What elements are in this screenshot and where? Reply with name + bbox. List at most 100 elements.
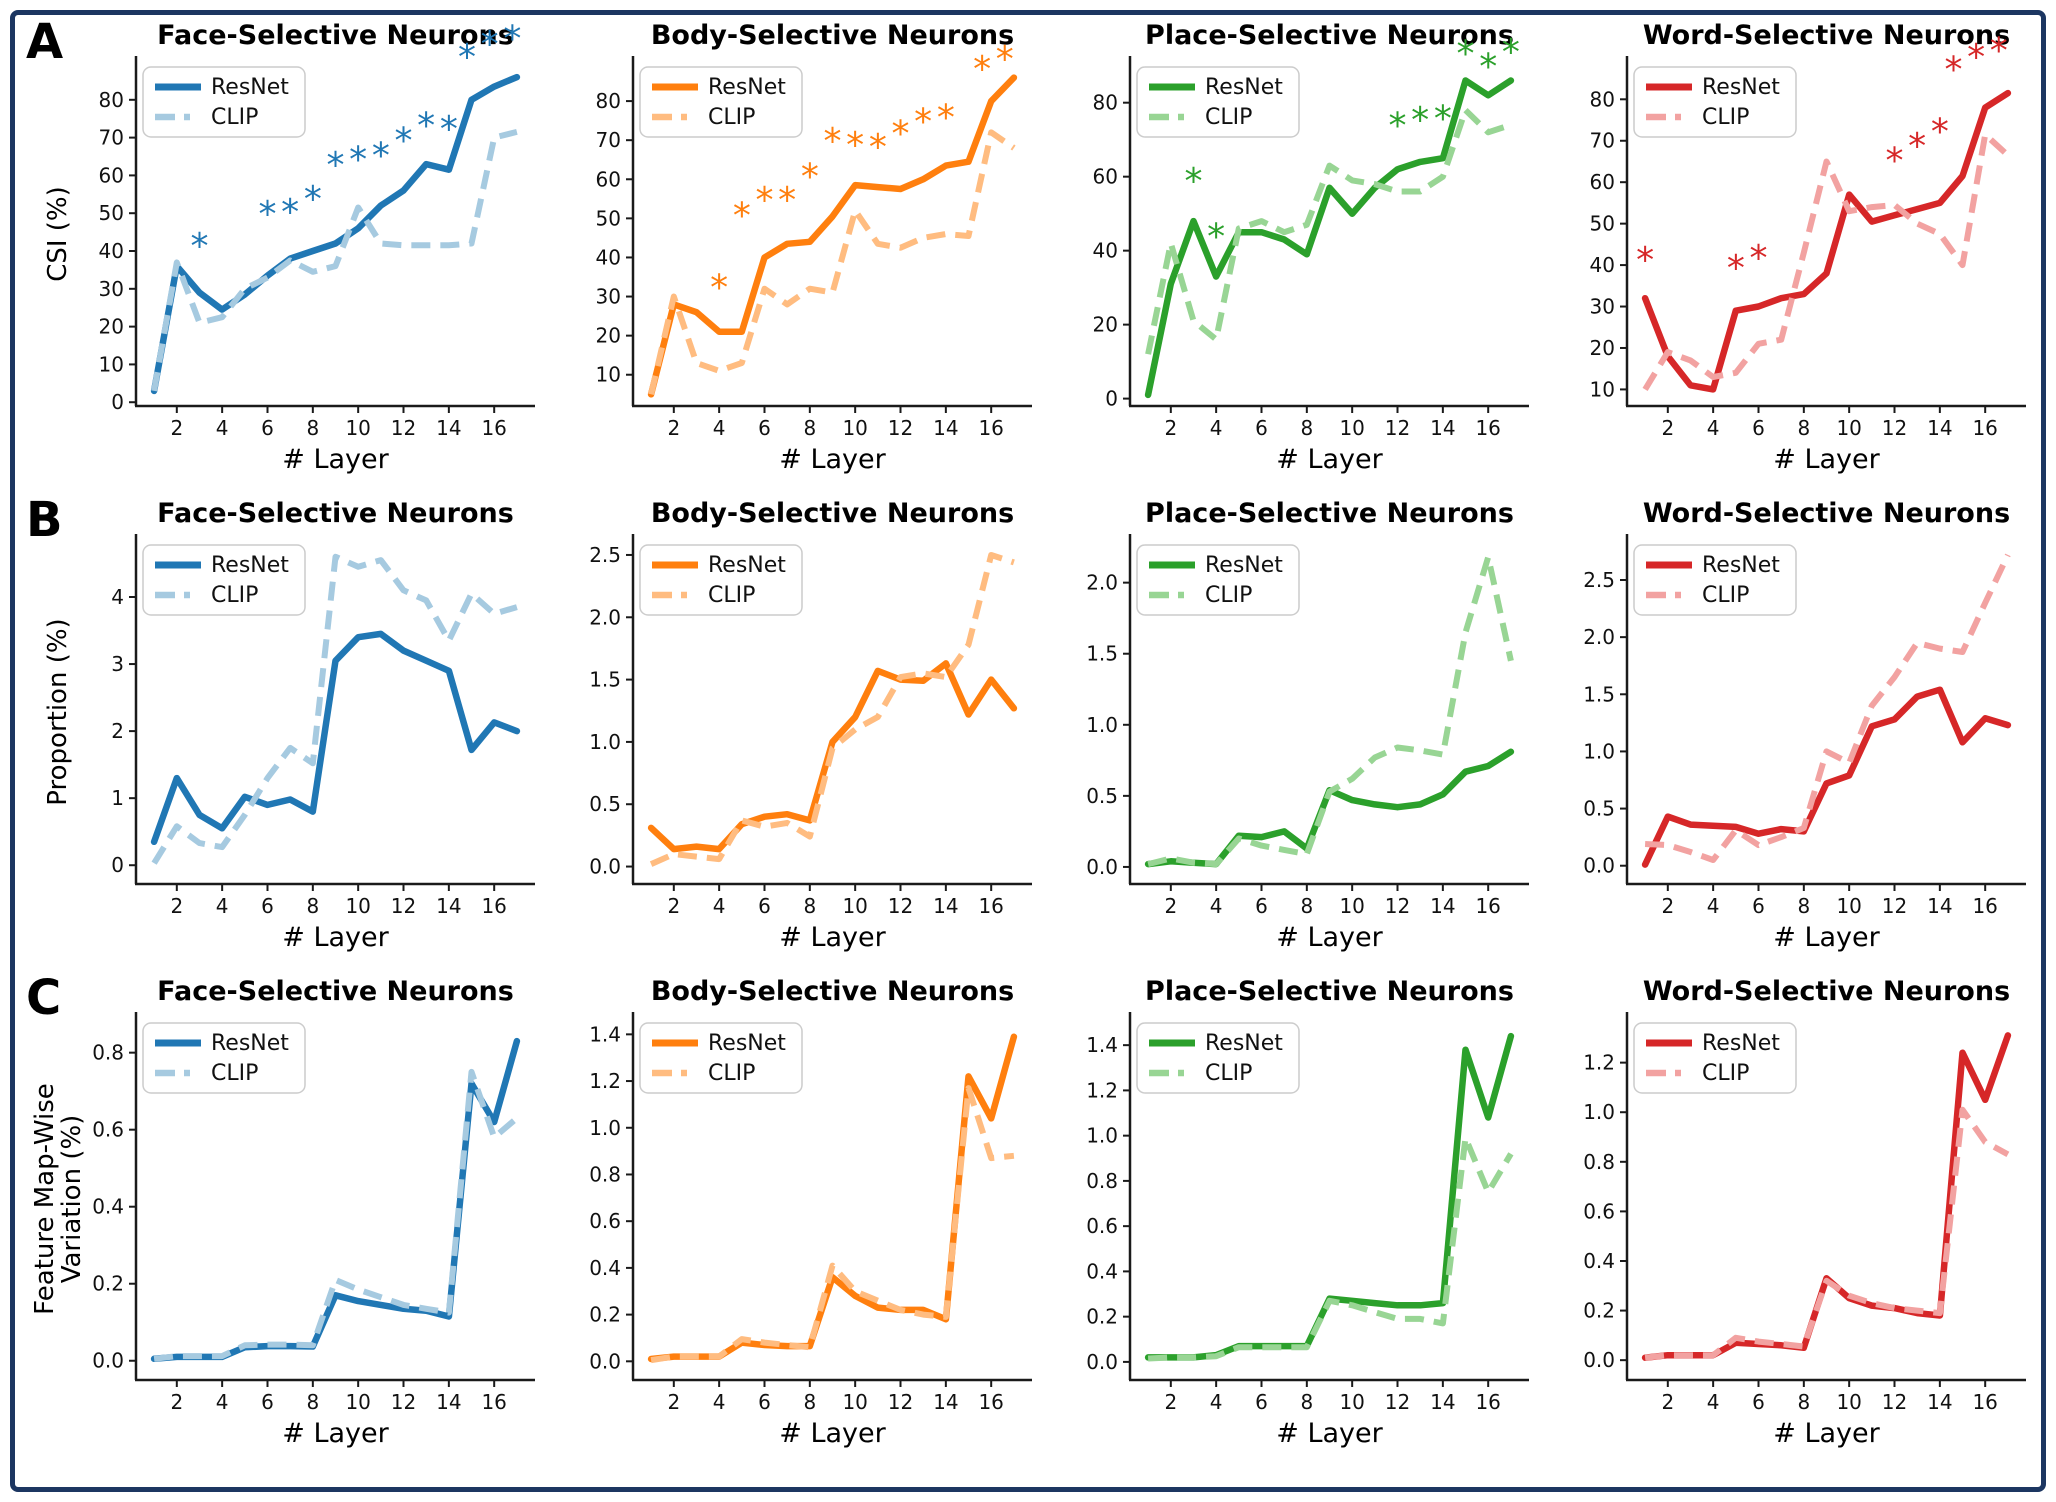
x-tick-label: 6	[261, 894, 274, 918]
legend: ResNet CLIP	[639, 544, 803, 616]
x-tick-label: 8	[1300, 894, 1313, 918]
x-tick-label: 4	[1707, 1390, 1720, 1414]
y-tick-label: 1.5	[589, 668, 621, 692]
significance-asterisk: *	[258, 194, 276, 235]
clip-line	[151, 128, 518, 392]
x-axis-label: # Layer	[1276, 1418, 1383, 1449]
x-tick-label: 12	[888, 1390, 913, 1414]
significance-asterisk: *	[304, 179, 322, 220]
significance-asterisk: *	[801, 156, 819, 197]
y-tick-label: 0.5	[1086, 784, 1118, 808]
significance-asterisk: *	[824, 121, 842, 162]
y-tick-label: 1.0	[1583, 739, 1615, 763]
x-tick-label: 4	[1707, 894, 1720, 918]
significance-asterisk: *	[973, 49, 991, 90]
y-tick-label: 60	[1590, 170, 1615, 194]
y-tick-label: 1.2	[1583, 1051, 1615, 1075]
clip-line	[1147, 554, 1514, 868]
legend-clip-label: CLIP	[1702, 583, 1749, 608]
x-tick-label: 12	[1882, 894, 1907, 918]
x-tick-label: 2	[1661, 894, 1674, 918]
significance-asterisk: *	[1749, 238, 1767, 279]
x-tick-label: 4	[1210, 416, 1223, 440]
significance-asterisk: *	[1908, 126, 1926, 167]
y-tick-label: 70	[99, 126, 124, 150]
x-tick-label: 10	[345, 894, 370, 918]
x-tick-label: 6	[758, 416, 771, 440]
x-tick-label: 12	[1385, 416, 1410, 440]
y-tick-label: 50	[596, 206, 621, 230]
x-axis-label: # Layer	[779, 922, 886, 953]
legend-resnet-label: ResNet	[1205, 1031, 1283, 1056]
x-axis-label: # Layer	[1276, 922, 1383, 953]
y-axis-label: Feature Map-Wise	[30, 1083, 60, 1315]
x-tick-label: 10	[842, 416, 867, 440]
y-tick-label: 0.8	[1583, 1150, 1615, 1174]
x-tick-label: 16	[978, 894, 1003, 918]
significance-asterisk: *	[1411, 100, 1429, 141]
significance-asterisk: *	[1727, 248, 1745, 289]
legend-resnet-label: ResNet	[708, 75, 786, 100]
significance-asterisk: *	[481, 24, 499, 65]
x-tick-label: 10	[842, 1390, 867, 1414]
y-tick-label: 0	[111, 390, 124, 414]
legend: ResNet CLIP	[1633, 66, 1797, 138]
x-tick-label: 14	[1430, 894, 1455, 918]
significance-asterisk: *	[869, 127, 887, 168]
x-tick-label: 12	[888, 894, 913, 918]
y-tick-label: 20	[99, 315, 124, 339]
legend-clip-label: CLIP	[1205, 105, 1252, 130]
clip-line	[650, 1085, 1015, 1364]
x-axis-label: # Layer	[1773, 922, 1880, 953]
panel-label-c: C	[26, 970, 62, 1026]
y-tick-label: 1	[111, 786, 124, 810]
legend: ResNet CLIP	[1136, 66, 1300, 138]
y-tick-label: 0.4	[92, 1195, 124, 1219]
x-tick-label: 14	[933, 894, 958, 918]
y-tick-label: 30	[99, 277, 124, 301]
chart-fmv-word: Word-Selective Neurons 2 4 6 8 10 12 14 16 # Laye…	[1583, 976, 2026, 1449]
resnet-line	[1641, 89, 2012, 393]
y-axis-label: CSI (%)	[43, 186, 73, 282]
y-tick-label: 0.6	[1583, 1199, 1615, 1223]
y-tick-label: 2.5	[1583, 568, 1615, 592]
x-tick-label: 10	[1339, 1390, 1364, 1414]
legend: ResNet CLIP	[639, 66, 803, 138]
x-tick-label: 8	[1797, 894, 1810, 918]
x-tick-label: 10	[1836, 1390, 1861, 1414]
significance-asterisk: *	[190, 226, 208, 267]
y-tick-label: 1.0	[1086, 713, 1118, 737]
x-tick-label: 14	[436, 894, 461, 918]
x-tick-label: 4	[216, 416, 229, 440]
y-tick-label: 10	[99, 352, 124, 376]
x-tick-label: 8	[1797, 1390, 1810, 1414]
y-tick-label: 1.0	[1583, 1100, 1615, 1124]
x-axis-label: # Layer	[1773, 444, 1880, 475]
chart-title: Face-Selective Neurons	[157, 498, 514, 529]
x-tick-label: 2	[1661, 1390, 1674, 1414]
x-tick-label: 6	[758, 1390, 771, 1414]
x-tick-label: 8	[1797, 416, 1810, 440]
significance-asterisk: *	[458, 37, 476, 78]
legend-resnet-label: ResNet	[1702, 1031, 1780, 1056]
x-tick-label: 8	[803, 416, 816, 440]
x-tick-label: 10	[1339, 416, 1364, 440]
x-tick-label: 16	[1972, 416, 1997, 440]
legend: ResNet CLIP	[142, 544, 306, 616]
y-tick-label: 0.6	[1086, 1214, 1118, 1238]
chart-fmv-body: Body-Selective Neurons 2 4 6 8 10 12 14 16 # Laye…	[589, 976, 1032, 1449]
x-tick-label: 2	[667, 1390, 680, 1414]
legend-clip-label: CLIP	[1205, 583, 1252, 608]
legend-clip-label: CLIP	[1702, 105, 1749, 130]
y-tick-label: 20	[1093, 313, 1118, 337]
significance-asterisk: *	[1636, 240, 1654, 281]
y-tick-label: 0.2	[1583, 1299, 1615, 1323]
significance-asterisk: *	[1967, 37, 1985, 78]
clip-line	[1644, 553, 2011, 863]
resnet-line	[1144, 748, 1515, 868]
legend-resnet-label: ResNet	[1205, 75, 1283, 100]
chart-csi-word: Word-Selective Neurons 2 4 6 8 10 12 14 16 # Laye…	[1590, 20, 2026, 475]
legend-clip-label: CLIP	[211, 105, 258, 130]
legend-resnet-label: ResNet	[708, 1031, 786, 1056]
